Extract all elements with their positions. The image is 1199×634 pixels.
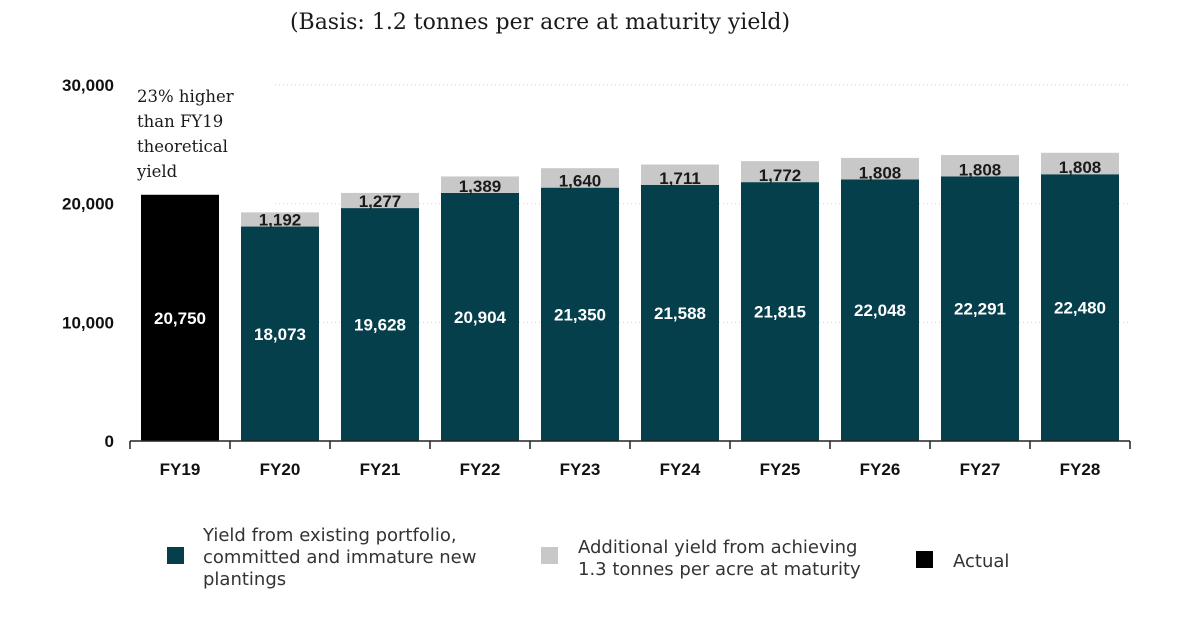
x-tick-label-FY19: FY19 — [160, 460, 201, 479]
additional-label-FY21: 1,277 — [359, 192, 402, 211]
additional-label-FY25: 1,772 — [759, 166, 802, 185]
additional-label-FY20: 1,192 — [259, 211, 302, 230]
value-label-FY19: 20,750 — [154, 309, 206, 328]
value-label-FY23: 21,350 — [554, 305, 606, 324]
additional-label-FY24: 1,711 — [659, 169, 701, 188]
additional-yield-bar-FY20 — [241, 212, 319, 227]
x-tick-label-FY22: FY22 — [460, 460, 501, 479]
existing-yield-bar-FY21 — [341, 208, 419, 441]
y-tick-label: 20,000 — [62, 195, 114, 214]
additional-yield-bar-FY26 — [841, 157, 919, 180]
legend-label: committed and immature new — [203, 547, 476, 568]
existing-yield-bar-FY26 — [841, 179, 919, 441]
annotation-line: 23% higher — [137, 87, 234, 106]
additional-yield-bar-FY25 — [741, 161, 819, 183]
x-tick-label-FY26: FY26 — [860, 460, 901, 479]
annotation-line: yield — [136, 162, 178, 181]
axes: 0 10,000 20,000 30,000 FY19 FY20 FY21 FY22 FY23 F… — [62, 76, 1131, 479]
additional-label-FY26: 1,808 — [859, 163, 902, 182]
x-tick-label-FY21: FY21 — [360, 460, 401, 479]
x-tick-label-FY20: FY20 — [260, 460, 301, 479]
additional-yield-bar-FY23 — [541, 168, 619, 188]
legend-label: 1.3 tonnes per acre at maturity — [578, 559, 861, 580]
additional-yield-bar-FY24 — [641, 164, 719, 185]
additional-label-FY23: 1,640 — [559, 172, 602, 191]
x-tick-label-FY23: FY23 — [560, 460, 601, 479]
annotation-line: theoretical — [137, 137, 228, 156]
value-label-FY26: 22,048 — [854, 301, 906, 320]
y-tick-label: 0 — [105, 432, 114, 451]
chart-subtitle: (Basis: 1.2 tonnes per acre at maturity … — [290, 10, 790, 35]
legend-label: Yield from existing portfolio, — [202, 525, 457, 546]
legend-label: Additional yield from achieving — [578, 537, 857, 558]
value-label-FY22: 20,904 — [454, 308, 507, 327]
existing-yield-bar-FY23 — [541, 187, 619, 441]
x-tick-label-FY27: FY27 — [960, 460, 1001, 479]
value-label-FY27: 22,291 — [954, 300, 1006, 319]
actual-bar-FY19 — [141, 194, 219, 441]
y-tick-label: 10,000 — [62, 313, 114, 332]
value-label-FY21: 19,628 — [354, 316, 406, 335]
existing-yield-bar-FY22 — [441, 192, 519, 441]
additional-yield-bar-FY22 — [441, 176, 519, 193]
value-label-FY24: 21,588 — [654, 304, 706, 323]
x-tick-label-FY24: FY24 — [660, 460, 701, 479]
additional-yield-bar-FY21 — [341, 192, 419, 209]
existing-yield-bar-FY27 — [941, 176, 1019, 441]
legend-label: plantings — [203, 569, 286, 590]
existing-yield-bar-FY24 — [641, 184, 719, 442]
legend-swatch — [167, 547, 184, 564]
fy19-annotation: 23% higher than FY19 theoretical yield — [136, 87, 234, 181]
y-tick-label: 30,000 — [62, 76, 114, 95]
bars: 20,750 18,073 1,192 19,628 1,277 20,904 1,389 2… — [141, 152, 1119, 442]
value-label-FY25: 21,815 — [754, 303, 806, 322]
existing-yield-bar-FY20 — [241, 226, 319, 441]
legend-label: Actual — [953, 551, 1009, 572]
additional-label-FY22: 1,389 — [459, 177, 502, 196]
x-tick-label-FY25: FY25 — [760, 460, 801, 479]
value-label-FY28: 22,480 — [1054, 299, 1106, 318]
existing-yield-bar-FY28 — [1041, 174, 1119, 441]
legend-swatch — [916, 551, 933, 568]
additional-yield-bar-FY27 — [941, 155, 1019, 177]
value-label-FY20: 18,073 — [254, 325, 306, 344]
x-tick-label-FY28: FY28 — [1060, 460, 1101, 479]
legend: Yield from existing portfolio,committed … — [167, 525, 1009, 590]
annotation-line: than FY19 — [137, 112, 223, 131]
legend-swatch — [541, 547, 558, 564]
additional-label-FY28: 1,808 — [1059, 158, 1102, 177]
existing-yield-bar-FY25 — [741, 182, 819, 441]
additional-yield-bar-FY28 — [1041, 152, 1119, 175]
additional-label-FY27: 1,808 — [959, 160, 1002, 179]
